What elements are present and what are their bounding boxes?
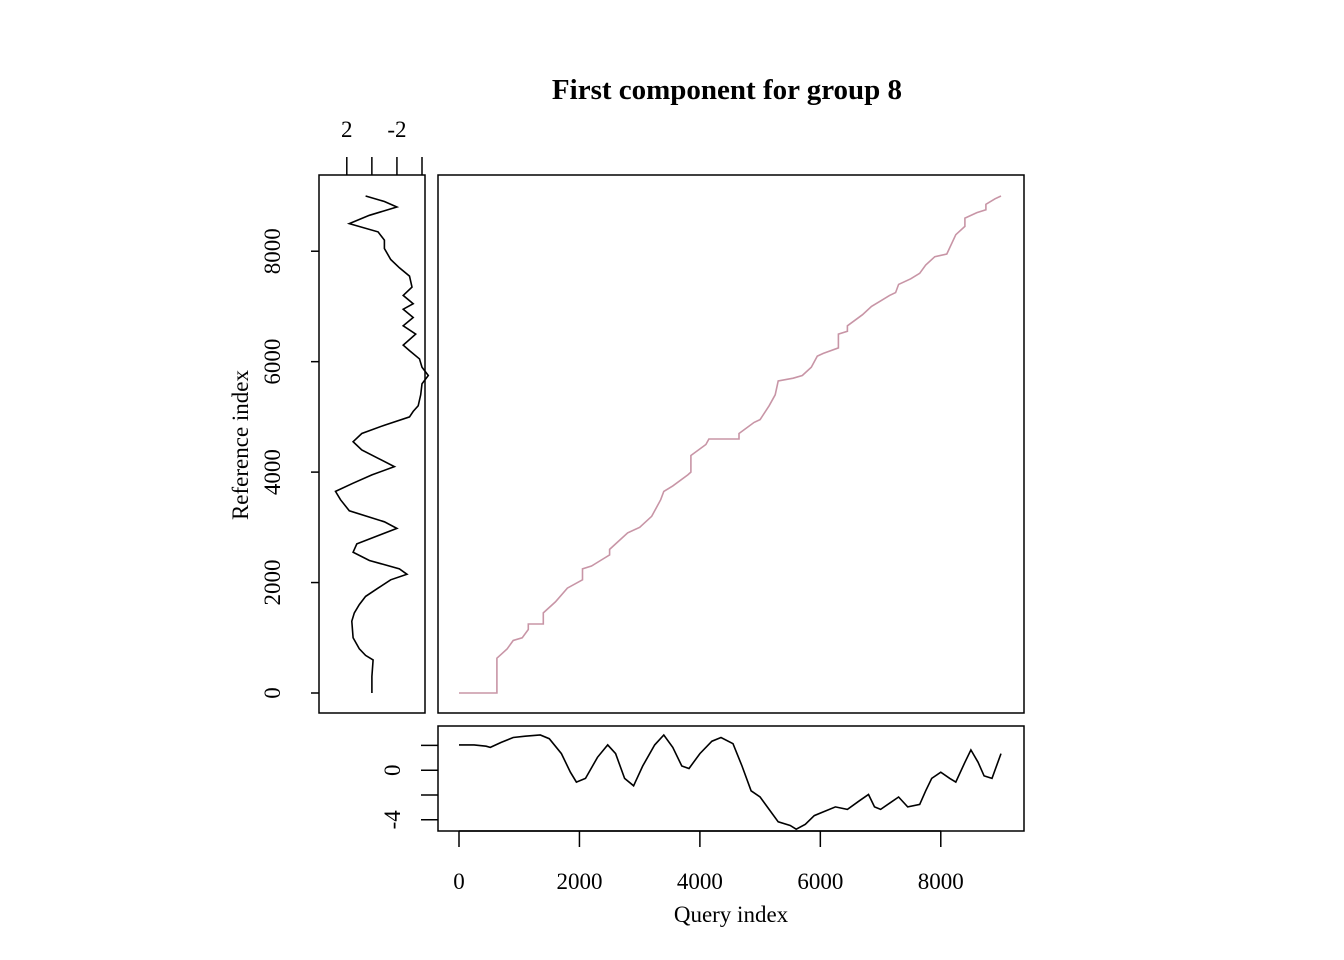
y-tick-label-1: 2000	[260, 560, 285, 606]
reference-y-axis: 0 2000 4000 6000 8000	[260, 228, 319, 699]
query-y-tick-label-1: -4	[380, 810, 405, 830]
y-axis-label: Reference index	[228, 369, 253, 520]
main-plot-frame	[437, 174, 1025, 714]
x-tick-label-2: 4000	[677, 869, 723, 894]
y-tick-label-3: 6000	[260, 339, 285, 385]
query-y-axis: 0 -4	[380, 744, 438, 830]
query-x-axis: 0 2000 4000 6000 8000	[453, 830, 964, 894]
ref-top-tick-label-0: 2	[341, 117, 353, 142]
x-tick-label-1: 2000	[556, 869, 602, 894]
ref-top-tick-label-1: -2	[387, 117, 406, 142]
y-tick-label-2: 4000	[260, 449, 285, 495]
query-panel-frame	[437, 725, 1025, 832]
reference-panel-frame	[318, 174, 426, 714]
y-tick-label-4: 8000	[260, 228, 285, 274]
x-tick-label-4: 8000	[918, 869, 964, 894]
x-tick-label-3: 6000	[797, 869, 843, 894]
y-tick-label-0: 0	[260, 687, 285, 699]
query-series-line	[459, 733, 1002, 831]
alignment-path-line	[459, 195, 1002, 694]
x-axis-label: Query index	[674, 902, 789, 927]
chart-title: First component for group 8	[552, 74, 902, 106]
query-y-tick-label-0: 0	[380, 764, 405, 776]
reference-top-axis: 2 -2	[341, 117, 423, 175]
reference-series-line	[334, 195, 430, 693]
x-tick-label-0: 0	[453, 869, 465, 894]
